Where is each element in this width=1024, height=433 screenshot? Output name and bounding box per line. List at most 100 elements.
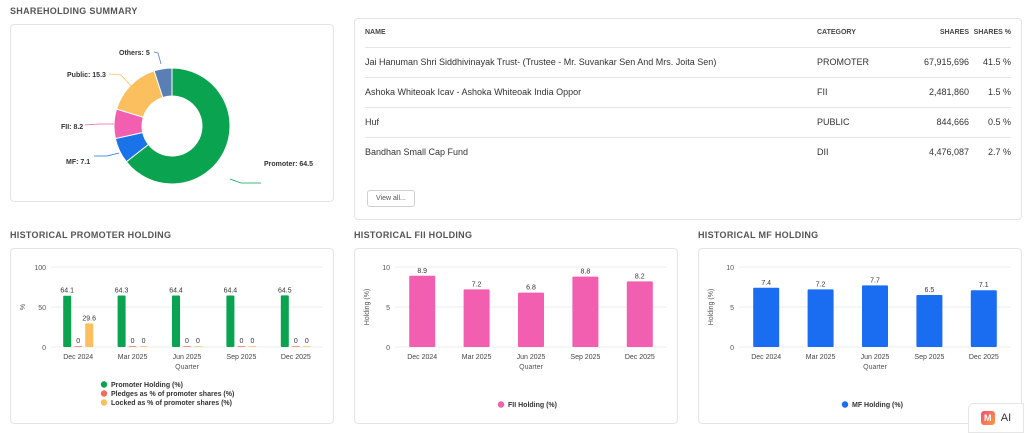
bar-value-label: 6.5 (925, 287, 935, 294)
bar-locked-as-of-promoter-shares[interactable] (302, 346, 311, 347)
bar-value-label: 7.2 (472, 281, 482, 288)
bar-value-label: 29.6 (82, 315, 96, 322)
bar-fii-holding[interactable] (518, 292, 544, 347)
holder-shares-pct: 41.5 % (969, 46, 1011, 77)
y-tick-label: 10 (382, 265, 390, 272)
public-donut-label: Public: 15.3 (67, 72, 106, 79)
x-axis-label: Quarter (519, 364, 543, 371)
bar-pledges-as-of-promoter-shares[interactable] (237, 346, 246, 347)
bar-mf-holding[interactable] (970, 290, 997, 347)
legend-label: MF Holding (%) (852, 402, 903, 409)
table-row[interactable]: Ashoka Whiteoak Icav - Ashoka Whiteoak I… (365, 76, 1011, 107)
bar-value-label: 0 (142, 338, 146, 345)
shareholders-table-card: NAME CATEGORY SHARES SHARES % Jai Hanuma… (354, 18, 1022, 220)
bar-pledges-as-of-promoter-shares[interactable] (74, 346, 83, 347)
y-tick-label: 5 (730, 305, 734, 312)
holder-shares: 844,666 (897, 106, 969, 137)
others-donut-label: Others: 5 (119, 50, 150, 57)
bar-mf-holding[interactable] (753, 287, 780, 347)
ai-assistant-button[interactable]: M AI (968, 403, 1024, 433)
bar-fii-holding[interactable] (409, 275, 436, 347)
shareholding-donut-chart: Promoter: 64.5 MF: 7.1 FII: 8.2 Public: … (61, 50, 313, 185)
bar-value-label: 0 (250, 338, 254, 345)
view-all-button[interactable]: View all... (367, 190, 415, 207)
holder-category: DII (817, 136, 897, 167)
bar-mf-holding[interactable] (916, 295, 943, 347)
bar-value-label: 6.8 (526, 285, 536, 292)
legend-label: Pledges as % of promoter shares (%) (111, 391, 234, 398)
bar-mf-holding[interactable] (862, 285, 888, 347)
table-header-row: NAME CATEGORY SHARES SHARES % (365, 19, 1011, 47)
bar-pledges-as-of-promoter-shares[interactable] (128, 346, 137, 347)
bar-fii-holding[interactable] (572, 276, 599, 347)
ai-label: AI (1000, 412, 1012, 424)
x-axis-label: Quarter (175, 364, 199, 371)
x-tick-label: Sep 2025 (226, 354, 256, 361)
legend-swatch (100, 390, 108, 397)
bar-value-label: 64.3 (115, 288, 129, 295)
donut-slice-others[interactable] (153, 67, 173, 99)
bar-locked-as-of-promoter-shares[interactable] (139, 346, 148, 347)
bar-locked-as-of-promoter-shares[interactable] (248, 346, 257, 347)
public-leader-line (108, 73, 134, 89)
bar-promoter-holding[interactable] (226, 295, 235, 347)
bar-promoter-holding[interactable] (280, 295, 289, 347)
bar-value-label: 8.2 (635, 273, 645, 280)
bar-locked-as-of-promoter-shares[interactable] (194, 346, 202, 347)
shareholding-donut-card: Promoter: 64.5 MF: 7.1 FII: 8.2 Public: … (10, 24, 334, 202)
x-tick-label: Dec 2024 (407, 354, 437, 361)
bar-fii-holding[interactable] (626, 281, 653, 347)
bar-promoter-holding[interactable] (172, 295, 180, 347)
x-tick-label: Dec 2025 (281, 354, 311, 361)
promoter-leader-line (229, 178, 261, 184)
bar-promoter-holding[interactable] (63, 295, 72, 347)
holder-shares-pct: 2.7 % (969, 136, 1011, 167)
y-axis-label: Holding (%) (708, 289, 715, 326)
legend-swatch (100, 381, 108, 388)
holder-shares: 2,481,860 (897, 76, 969, 107)
bar-pledges-as-of-promoter-shares[interactable] (183, 346, 191, 347)
y-tick-label: 100 (34, 265, 46, 272)
y-tick-label: 0 (730, 345, 734, 352)
bar-promoter-holding[interactable] (117, 295, 126, 347)
bar-value-label: 7.4 (761, 280, 771, 287)
shareholding-summary-title: SHAREHOLDING SUMMARY (10, 6, 138, 16)
legend-swatch (497, 401, 505, 408)
mf-donut-label: MF: 7.1 (66, 159, 90, 166)
bar-value-label: 0 (185, 338, 189, 345)
holder-shares-pct: 1.5 % (969, 76, 1011, 107)
bar-value-label: 0 (239, 338, 243, 345)
bar-fii-holding[interactable] (463, 289, 490, 347)
table-row[interactable]: Huf PUBLIC 844,666 0.5 % (365, 106, 1011, 137)
legend-label: Promoter Holding (%) (111, 382, 183, 389)
y-tick-label: 0 (386, 345, 390, 352)
bar-value-label: 7.7 (870, 277, 880, 284)
bar-mf-holding[interactable] (807, 289, 834, 347)
bar-value-label: 64.5 (278, 287, 292, 294)
bar-pledges-as-of-promoter-shares[interactable] (291, 346, 300, 347)
bar-value-label: 8.8 (581, 269, 591, 276)
table-row[interactable]: Bandhan Small Cap Fund DII 4,476,087 2.7… (365, 136, 1011, 167)
y-tick-label: 0 (42, 345, 46, 352)
x-tick-label: Dec 2024 (63, 354, 93, 361)
donut-slice-promoter[interactable] (125, 67, 231, 185)
x-tick-label: Jun 2025 (861, 354, 890, 361)
mf-holding-chart: 0 5 10 Holding (%) 7.4 Dec 2024 7.2 Mar 2025 7.7… (708, 265, 1011, 409)
x-tick-label: Mar 2025 (806, 354, 836, 361)
legend-label: Locked as % of promoter shares (%) (111, 400, 232, 407)
mf-holding-title: HISTORICAL MF HOLDING (698, 230, 819, 240)
legend-swatch (100, 399, 108, 406)
x-tick-label: Jun 2025 (173, 354, 202, 361)
y-tick-label: 5 (386, 305, 390, 312)
x-tick-label: Sep 2025 (914, 354, 944, 361)
y-tick-label: 10 (726, 265, 734, 272)
holder-name: Ashoka Whiteoak Icav - Ashoka Whiteoak I… (365, 76, 817, 107)
fii-holding-chart: 0 5 10 Holding (%) 8.9 Dec 2024 7.2 Mar 2025 6.8… (364, 265, 667, 409)
fii-holding-title: HISTORICAL FII HOLDING (354, 230, 473, 240)
bar-locked-as-of-promoter-shares[interactable] (85, 323, 94, 347)
holder-name: Huf (365, 106, 817, 137)
promoter-chart-card: 0 50 100% 64.1 0 29.6 Dec 2024 64.3 0 0 Mar 2025 64… (10, 248, 334, 424)
col-name-header: NAME (365, 29, 386, 37)
table-row[interactable]: Jai Hanuman Shri Siddhivinayak Trust- (T… (365, 46, 1011, 77)
